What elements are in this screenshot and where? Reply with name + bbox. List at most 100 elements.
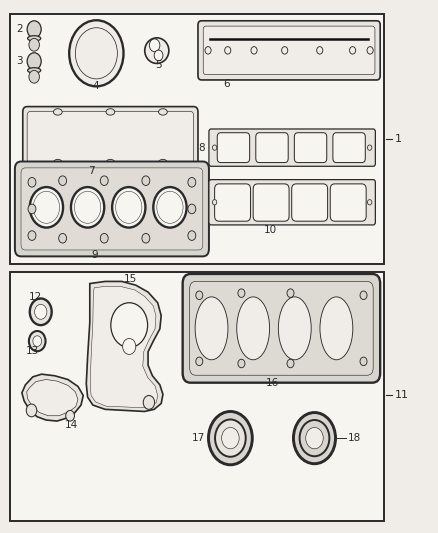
Text: 4: 4 bbox=[92, 82, 99, 91]
Circle shape bbox=[26, 404, 37, 417]
Ellipse shape bbox=[279, 297, 311, 360]
FancyBboxPatch shape bbox=[330, 184, 366, 221]
FancyBboxPatch shape bbox=[27, 111, 194, 163]
Circle shape bbox=[282, 47, 288, 54]
Circle shape bbox=[33, 336, 42, 346]
Circle shape bbox=[360, 357, 367, 366]
Circle shape bbox=[208, 411, 252, 465]
FancyBboxPatch shape bbox=[23, 107, 198, 168]
Circle shape bbox=[153, 187, 187, 228]
Text: 5: 5 bbox=[155, 60, 162, 70]
FancyBboxPatch shape bbox=[256, 133, 288, 163]
Circle shape bbox=[59, 176, 67, 185]
Circle shape bbox=[188, 177, 196, 187]
Circle shape bbox=[111, 303, 148, 348]
Ellipse shape bbox=[145, 38, 169, 63]
FancyBboxPatch shape bbox=[294, 133, 327, 163]
Ellipse shape bbox=[159, 159, 167, 166]
FancyBboxPatch shape bbox=[209, 129, 375, 166]
Ellipse shape bbox=[53, 109, 62, 115]
Circle shape bbox=[367, 47, 373, 54]
FancyBboxPatch shape bbox=[15, 161, 209, 256]
Circle shape bbox=[367, 199, 372, 205]
FancyBboxPatch shape bbox=[292, 184, 328, 221]
Circle shape bbox=[188, 204, 196, 214]
Circle shape bbox=[30, 298, 52, 325]
Circle shape bbox=[123, 338, 136, 354]
Bar bbox=[10, 14, 384, 264]
FancyBboxPatch shape bbox=[198, 21, 380, 80]
Circle shape bbox=[188, 231, 196, 240]
Text: 7: 7 bbox=[88, 166, 95, 175]
Circle shape bbox=[287, 289, 294, 297]
Circle shape bbox=[225, 47, 231, 54]
Polygon shape bbox=[22, 374, 83, 421]
FancyBboxPatch shape bbox=[209, 180, 375, 225]
Text: 15: 15 bbox=[124, 274, 137, 284]
Circle shape bbox=[30, 187, 63, 228]
FancyBboxPatch shape bbox=[183, 274, 380, 383]
Ellipse shape bbox=[159, 109, 167, 115]
Text: 2: 2 bbox=[17, 25, 23, 34]
Text: 6: 6 bbox=[223, 79, 230, 88]
Ellipse shape bbox=[28, 68, 41, 73]
FancyBboxPatch shape bbox=[215, 184, 251, 221]
FancyBboxPatch shape bbox=[21, 168, 203, 250]
Circle shape bbox=[142, 176, 150, 185]
Text: 16: 16 bbox=[266, 378, 279, 387]
Circle shape bbox=[251, 47, 257, 54]
Text: 9: 9 bbox=[91, 251, 98, 260]
Circle shape bbox=[69, 20, 124, 86]
Text: 14: 14 bbox=[65, 420, 78, 430]
Circle shape bbox=[100, 233, 108, 243]
FancyBboxPatch shape bbox=[203, 26, 375, 75]
FancyBboxPatch shape bbox=[333, 133, 365, 163]
Circle shape bbox=[28, 177, 36, 187]
Circle shape bbox=[196, 357, 203, 366]
Polygon shape bbox=[90, 286, 158, 408]
Text: 13: 13 bbox=[25, 346, 39, 356]
Circle shape bbox=[27, 53, 41, 70]
Ellipse shape bbox=[53, 159, 62, 166]
Circle shape bbox=[29, 38, 39, 51]
Circle shape bbox=[306, 427, 323, 449]
Circle shape bbox=[238, 359, 245, 368]
Text: 3: 3 bbox=[17, 56, 23, 66]
Circle shape bbox=[59, 233, 67, 243]
Circle shape bbox=[29, 70, 39, 83]
Circle shape bbox=[367, 145, 372, 150]
Circle shape bbox=[238, 289, 245, 297]
Ellipse shape bbox=[106, 109, 115, 115]
Polygon shape bbox=[27, 379, 78, 416]
FancyBboxPatch shape bbox=[253, 184, 289, 221]
Text: 12: 12 bbox=[28, 292, 42, 302]
Text: 10: 10 bbox=[264, 225, 277, 235]
Ellipse shape bbox=[320, 297, 353, 360]
Circle shape bbox=[215, 419, 246, 457]
Circle shape bbox=[142, 233, 150, 243]
Text: 1: 1 bbox=[395, 134, 402, 143]
Circle shape bbox=[154, 50, 163, 61]
Circle shape bbox=[317, 47, 323, 54]
Circle shape bbox=[29, 331, 46, 351]
Ellipse shape bbox=[28, 36, 41, 41]
Circle shape bbox=[27, 21, 41, 38]
Text: 11: 11 bbox=[395, 391, 409, 400]
Circle shape bbox=[196, 291, 203, 300]
Text: 17: 17 bbox=[192, 433, 205, 443]
Circle shape bbox=[149, 39, 160, 52]
Circle shape bbox=[143, 395, 155, 409]
Circle shape bbox=[212, 145, 217, 150]
FancyBboxPatch shape bbox=[217, 133, 250, 163]
Circle shape bbox=[28, 231, 36, 240]
Circle shape bbox=[222, 427, 239, 449]
Circle shape bbox=[360, 291, 367, 300]
Ellipse shape bbox=[237, 297, 269, 360]
Circle shape bbox=[71, 187, 104, 228]
Ellipse shape bbox=[106, 159, 115, 166]
Circle shape bbox=[287, 359, 294, 368]
Ellipse shape bbox=[195, 297, 228, 360]
Circle shape bbox=[212, 199, 217, 205]
Circle shape bbox=[205, 47, 211, 54]
Polygon shape bbox=[86, 281, 163, 411]
